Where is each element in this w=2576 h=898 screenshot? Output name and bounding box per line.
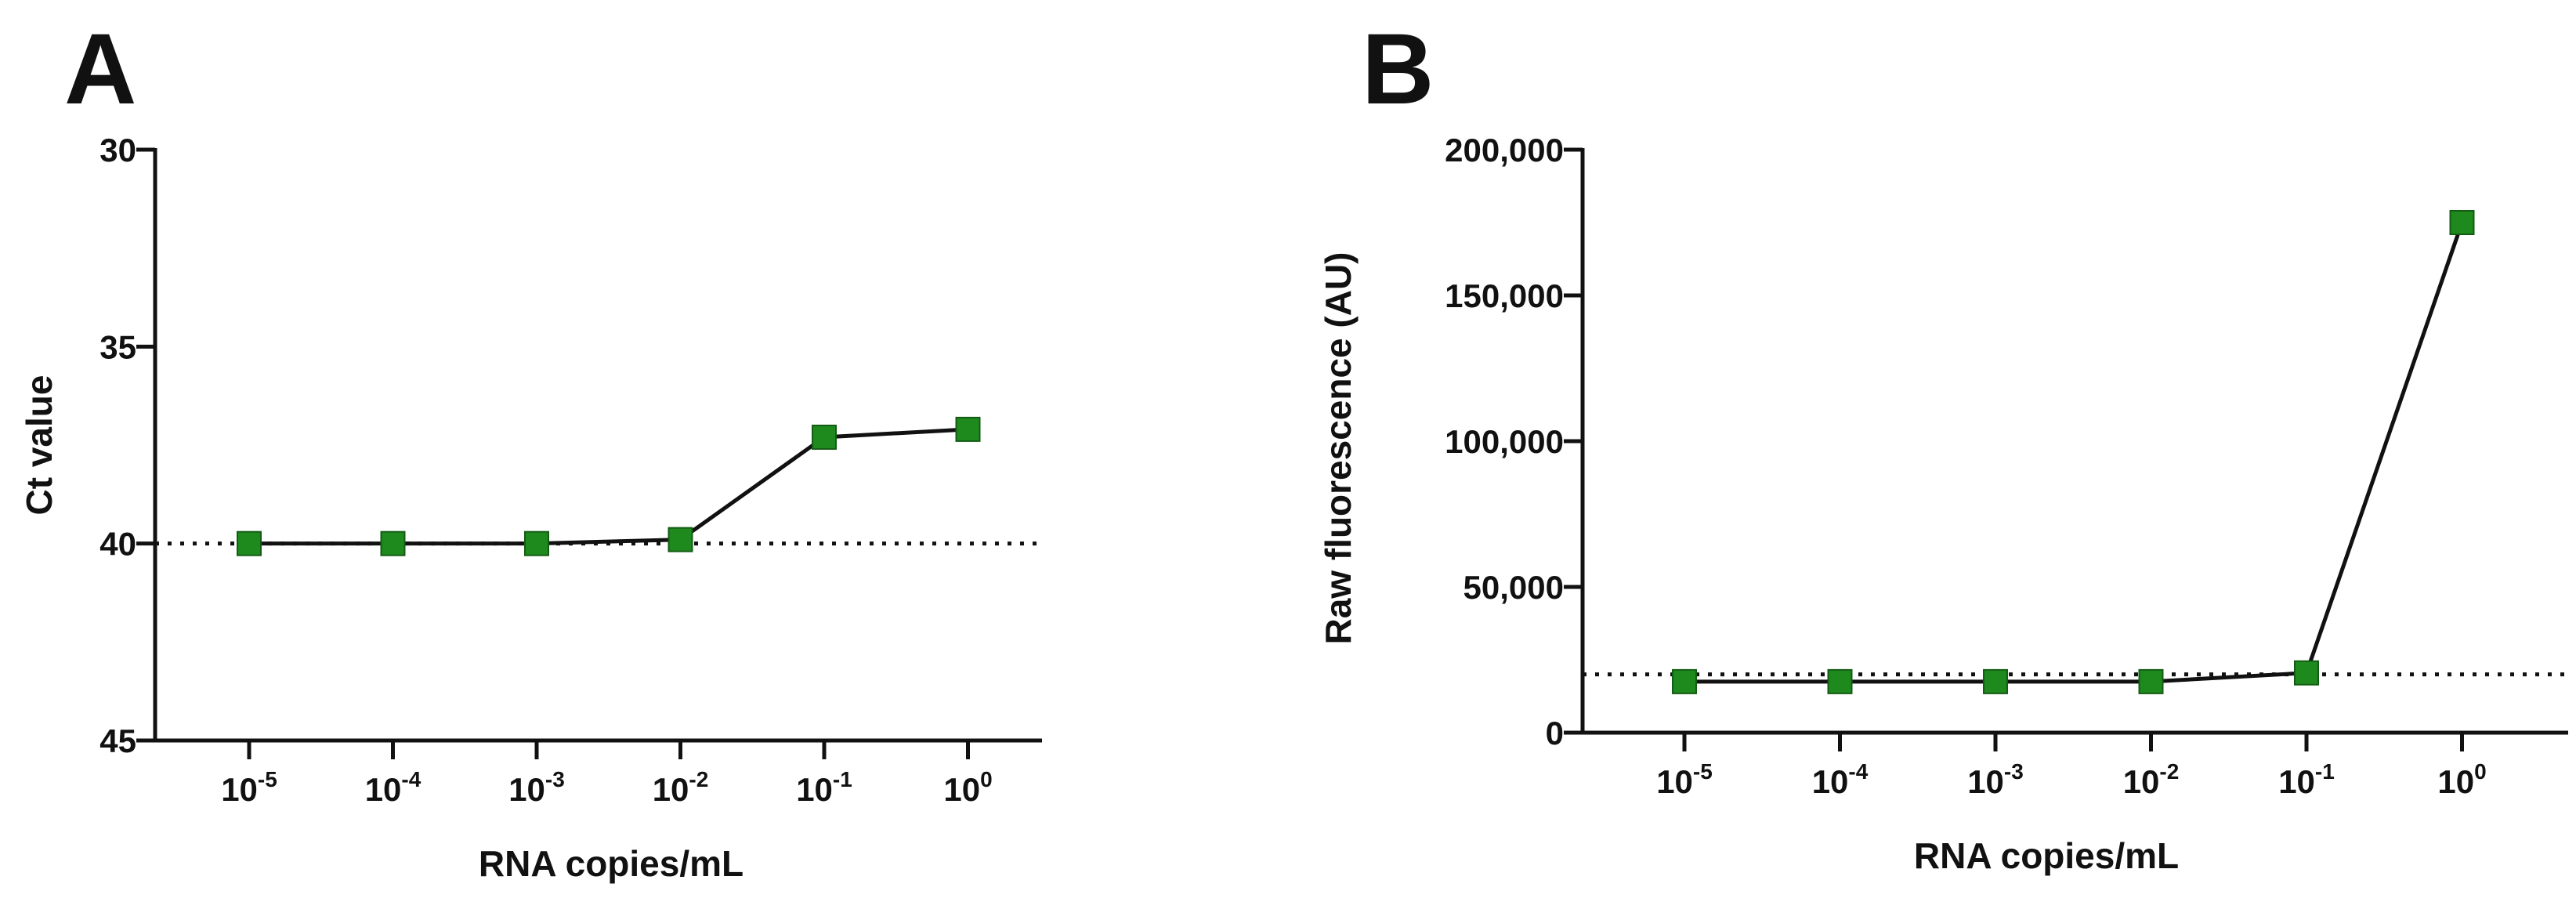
chart-panel-b: B 0 50,000 100,000 150,000 200,000 10-5 10-4 10-… [1318, 13, 2568, 876]
y-tick-label: 150,000 [1445, 277, 1564, 314]
x-tick-label: 100 [943, 767, 992, 808]
x-tick-label: 10-3 [1967, 759, 2024, 800]
x-axis-title: RNA copies/mL [1914, 835, 2179, 876]
y-tick-label: 45 [99, 722, 136, 759]
x-tick-label: 10-2 [2123, 759, 2180, 800]
y-tick-label: 30 [99, 132, 136, 168]
y-axis-title: Ct value [19, 375, 60, 516]
series-line [1684, 222, 2464, 684]
panel-letter: B [1362, 13, 1434, 125]
y-tick-label: 200,000 [1445, 132, 1564, 168]
data-point [668, 527, 693, 552]
x-axis-title: RNA copies/mL [479, 843, 743, 884]
data-point [524, 530, 549, 556]
x-tick-label: 10-4 [365, 767, 421, 808]
data-point [2138, 668, 2164, 694]
y-axis-title: Raw fluorescence (AU) [1318, 252, 1359, 644]
x-tick-label: 10-2 [653, 767, 709, 808]
panel-letter: A [64, 13, 136, 125]
x-tick-label: 10-3 [508, 767, 565, 808]
x-tick-label: 10-5 [221, 767, 277, 808]
y-tick-label: 35 [99, 328, 136, 365]
data-point [955, 416, 981, 442]
x-tick-label: 100 [2437, 759, 2486, 800]
data-point [380, 530, 406, 556]
x-tick-label: 10-1 [796, 767, 852, 808]
x-tick-label: 10-4 [1812, 759, 1869, 800]
data-point [812, 424, 837, 450]
y-tick-label: 0 [1546, 715, 1564, 751]
data-point [1672, 668, 1697, 694]
chart-panel-a: A 30 35 40 45 10-5 10-4 10-3 10-2 10-1 100 RNA copi… [19, 13, 1042, 884]
y-tick-label: 100,000 [1445, 423, 1564, 460]
x-tick-label: 10-5 [1656, 759, 1713, 800]
data-point [237, 530, 262, 556]
y-tick-label: 40 [99, 526, 136, 563]
data-point [2294, 660, 2319, 686]
data-point [1827, 668, 1853, 694]
y-tick-label: 50,000 [1463, 569, 1564, 606]
series-line [249, 427, 968, 546]
data-point [1983, 668, 2008, 694]
data-point [2449, 210, 2475, 235]
x-tick-label: 10-1 [2278, 759, 2335, 800]
